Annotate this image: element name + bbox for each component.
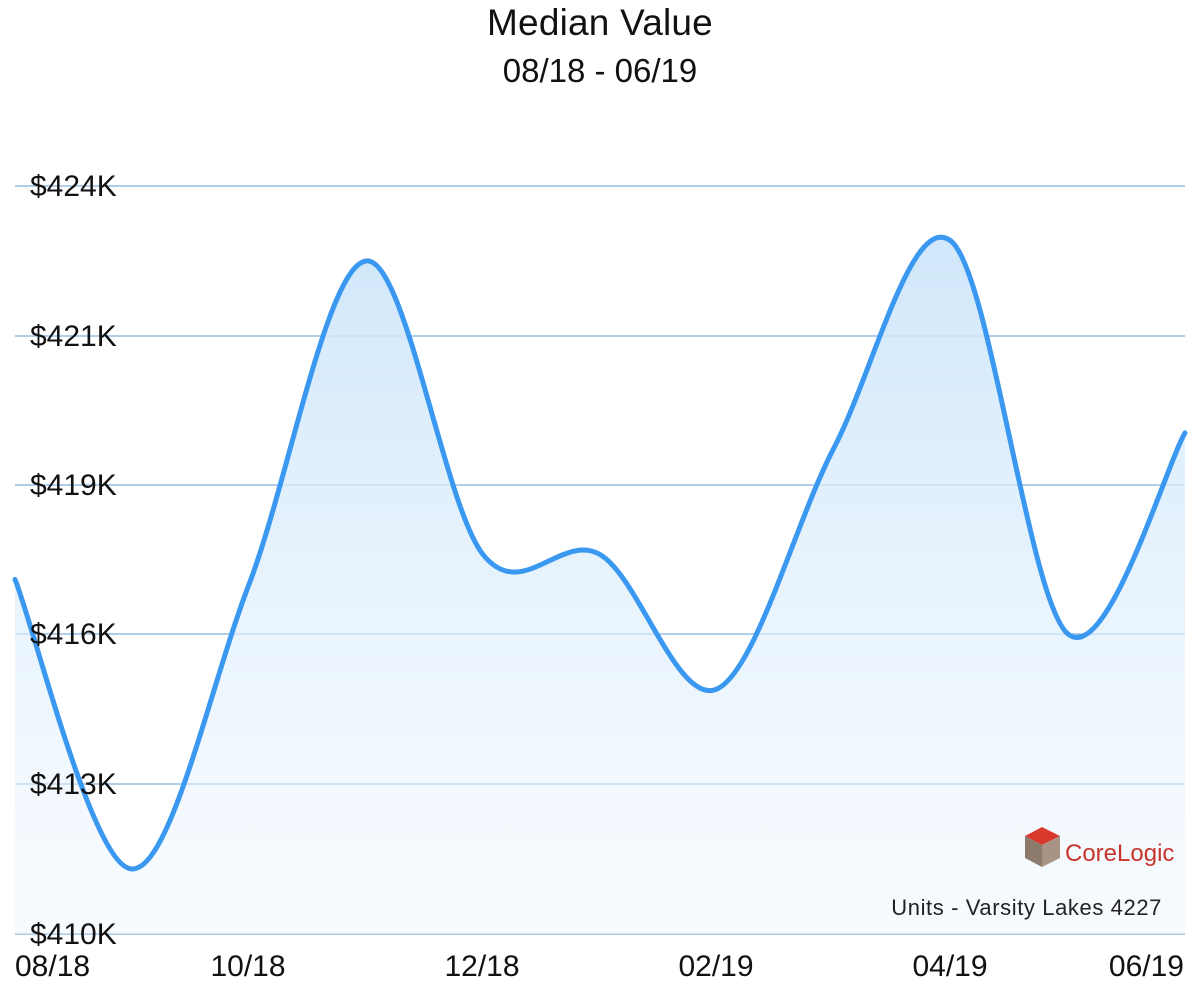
y-tick-label: $419K	[30, 469, 117, 502]
chart-subtitle: 08/18 - 06/19	[502, 52, 698, 89]
chart-title: Median Value	[487, 2, 713, 43]
x-tick-label: 12/18	[444, 950, 519, 983]
x-tick-label: 02/19	[678, 950, 753, 983]
brand-name: CoreLogic	[1065, 840, 1174, 867]
y-tick-label: $421K	[30, 320, 117, 353]
x-tick-label: 04/19	[912, 950, 987, 983]
x-tick-label: 10/18	[210, 950, 285, 983]
y-tick-label: $413K	[30, 768, 117, 801]
y-tick-label: $416K	[30, 618, 117, 651]
corelogic-logo: CoreLogic	[1025, 827, 1174, 867]
logo-cube-top	[1025, 827, 1060, 845]
chart-caption: Units - Varsity Lakes 4227	[891, 895, 1162, 920]
y-tick-label: $424K	[30, 170, 117, 203]
x-tick-label: 06/19	[1109, 950, 1184, 983]
logo-cube-left	[1025, 836, 1042, 867]
area-fill	[15, 237, 1185, 934]
x-tick-label: 08/18	[15, 950, 90, 983]
logo-cube-right	[1042, 836, 1060, 867]
series-line	[12, 234, 1188, 872]
y-tick-label: $410K	[30, 918, 117, 951]
